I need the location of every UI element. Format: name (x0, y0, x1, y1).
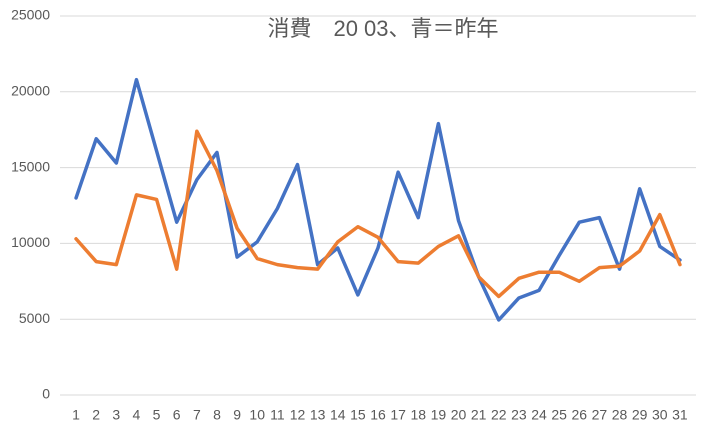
x-tick-label: 27 (592, 407, 608, 423)
x-tick-label: 5 (153, 407, 161, 423)
y-tick-label: 5000 (19, 310, 50, 326)
x-tick-label: 20 (451, 407, 467, 423)
y-tick-label: 10000 (11, 234, 50, 250)
x-tick-label: 7 (193, 407, 201, 423)
x-tick-label: 26 (572, 407, 588, 423)
x-tick-label: 6 (173, 407, 181, 423)
x-tick-label: 24 (531, 407, 547, 423)
x-tick-label: 23 (511, 407, 527, 423)
series-line (74, 129, 682, 299)
x-tick-label: 10 (249, 407, 265, 423)
x-tick-label: 17 (390, 407, 406, 423)
x-tick-label: 1 (72, 407, 80, 423)
x-tick-label: 29 (632, 407, 648, 423)
x-tick-label: 3 (112, 407, 120, 423)
x-tick-label: 21 (471, 407, 487, 423)
y-tick-label: 15000 (11, 158, 50, 174)
x-tick-label: 14 (330, 407, 346, 423)
x-tick-label: 13 (310, 407, 326, 423)
x-tick-label: 22 (491, 407, 507, 423)
x-tick-label: 4 (133, 407, 141, 423)
x-tick-label: 18 (410, 407, 426, 423)
x-tick-label: 2 (92, 407, 100, 423)
x-tick-label: 28 (612, 407, 628, 423)
y-tick-label: 0 (42, 386, 50, 402)
x-tick-label: 11 (270, 407, 285, 423)
x-tick-label: 19 (431, 407, 447, 423)
y-tick-label: 20000 (11, 83, 50, 99)
y-tick-label: 25000 (11, 7, 50, 23)
x-tick-label: 8 (213, 407, 221, 423)
x-tick-label: 16 (370, 407, 386, 423)
chart-title: 消費 20 03、青＝昨年 (267, 16, 498, 41)
x-tick-label: 30 (652, 407, 668, 423)
x-tick-label: 12 (290, 407, 306, 423)
series-line (74, 77, 682, 322)
x-tick-label: 31 (672, 407, 688, 423)
x-tick-label: 15 (350, 407, 366, 423)
x-tick-label: 25 (551, 407, 567, 423)
x-tick-label: 9 (233, 407, 241, 423)
